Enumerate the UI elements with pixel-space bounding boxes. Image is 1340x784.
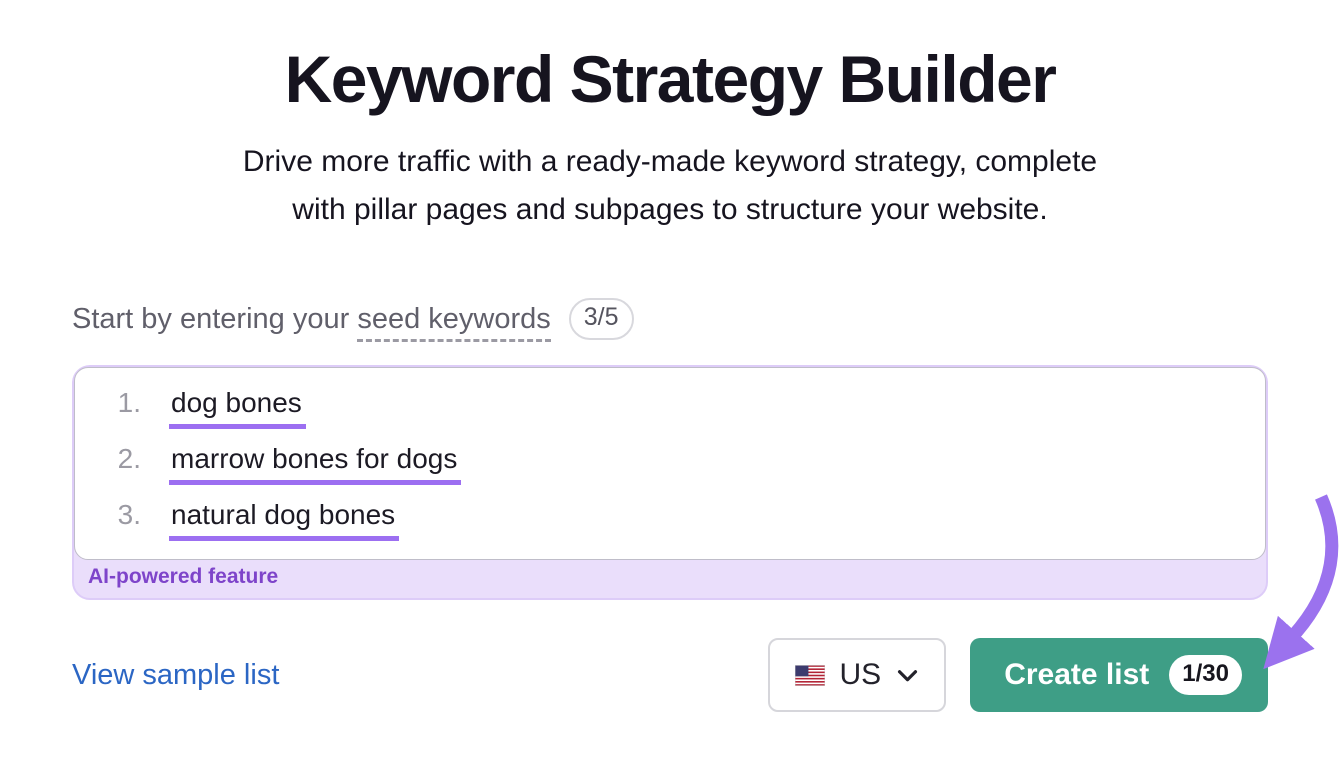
seed-count-badge: 3/5 <box>568 298 634 340</box>
us-flag-icon <box>794 664 825 686</box>
region-selected-value: US <box>839 658 882 691</box>
ai-powered-feature-banner: AI-powered feature <box>88 565 279 588</box>
keyword-text: natural dog bones <box>169 497 400 541</box>
keyword-row: 1. dog bones <box>103 385 1245 429</box>
subtitle-line-2: with pillar pages and subpages to struct… <box>292 193 1048 226</box>
page-title: Keyword Strategy Builder <box>284 42 1057 116</box>
keyword-row: 3. natural dog bones <box>103 497 1245 541</box>
footer-actions-row: View sample list US <box>72 638 1268 712</box>
chevron-down-icon <box>896 668 919 683</box>
keyword-number: 1. <box>117 387 141 418</box>
keyword-row: 2. marrow bones for dogs <box>103 441 1245 485</box>
seed-keywords-label: Start by entering your seed keywords <box>72 302 551 342</box>
seed-keywords-box: 1. dog bones 2. marrow bones for dogs 3.… <box>72 365 1268 600</box>
keyword-number: 2. <box>117 443 141 474</box>
keyword-text: dog bones <box>169 385 306 429</box>
main-content: Start by entering your seed keywords 3/5… <box>0 298 1340 712</box>
keyword-strategy-builder-page: { "header": { "title": "Keyword Strategy… <box>0 40 1340 784</box>
seed-label-row: Start by entering your seed keywords 3/5 <box>72 298 1268 342</box>
region-select-dropdown[interactable]: US <box>767 638 947 712</box>
seed-keywords-term[interactable]: seed keywords <box>357 302 551 342</box>
view-sample-list-link[interactable]: View sample list <box>72 658 280 691</box>
usage-count-badge: 1/30 <box>1169 655 1242 695</box>
create-list-button-label: Create list <box>1004 658 1150 691</box>
keyword-number: 3. <box>117 499 141 530</box>
seed-label-prefix: Start by entering your <box>72 302 358 335</box>
create-list-button[interactable]: Create list 1/30 <box>970 638 1268 712</box>
subtitle-line-1: Drive more traffic with a ready-made key… <box>242 145 1098 178</box>
seed-keywords-input[interactable]: 1. dog bones 2. marrow bones for dogs 3.… <box>74 367 1266 560</box>
keyword-text: marrow bones for dogs <box>169 441 462 485</box>
page-subtitle: Drive more traffic with a ready-made key… <box>0 138 1340 234</box>
